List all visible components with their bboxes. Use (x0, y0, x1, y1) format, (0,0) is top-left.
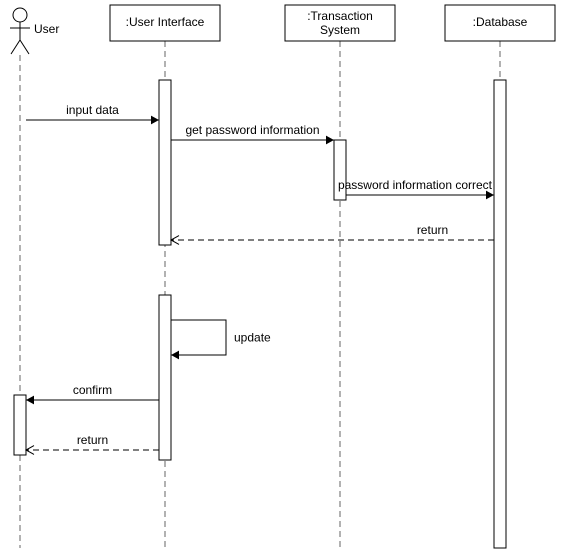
arrowhead-icon (326, 136, 334, 145)
lifeline-label-ui: :User Interface (126, 15, 205, 29)
activation-ui-0 (159, 80, 171, 245)
lifeline-label-txn-1: :Transaction (307, 9, 373, 23)
activation-ui-3 (159, 295, 171, 460)
self-message-4 (171, 320, 226, 355)
actor-user: User (10, 8, 59, 54)
lifeline-label-txn-2: System (320, 23, 360, 37)
message-label-5: confirm (73, 383, 112, 397)
lifeline-label-db: :Database (473, 15, 528, 29)
activation-user-4 (14, 395, 26, 455)
arrowhead-icon (171, 351, 179, 360)
activation-db-2 (494, 80, 506, 548)
message-label-1: get password information (185, 123, 319, 137)
actor-label: User (34, 22, 59, 36)
arrowhead-icon (26, 396, 34, 405)
message-label-0: input data (66, 103, 119, 117)
arrowhead-icon (151, 116, 159, 125)
message-label-3: return (417, 223, 448, 237)
message-label-4: update (234, 331, 271, 345)
message-label-2: password information correct (338, 178, 493, 192)
message-label-6: return (77, 433, 108, 447)
